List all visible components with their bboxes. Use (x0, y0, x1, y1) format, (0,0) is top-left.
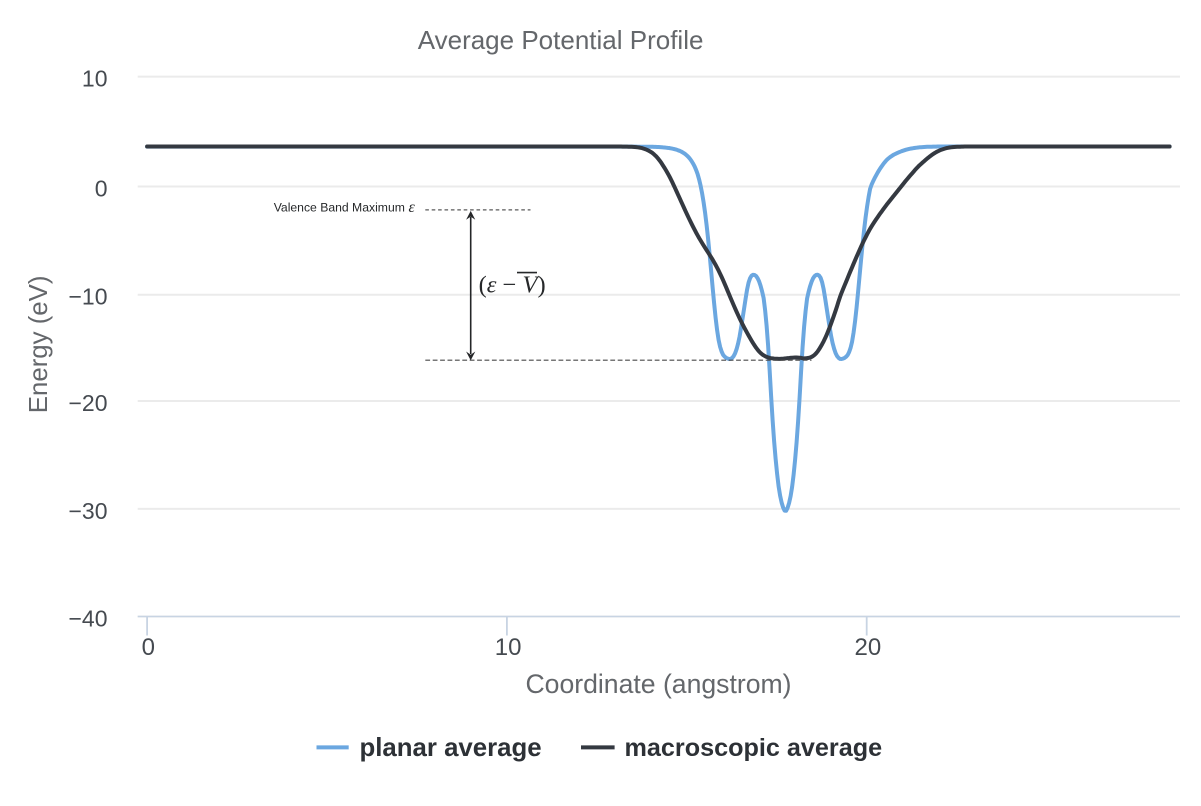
svg-text:−20: −20 (68, 390, 107, 416)
svg-text:20: 20 (855, 634, 882, 661)
svg-text:ε: ε (409, 199, 416, 216)
svg-text:10: 10 (82, 66, 108, 92)
svg-text:10: 10 (495, 634, 522, 661)
svg-text:macroscopic average: macroscopic average (625, 734, 883, 762)
svg-text:Coordinate (angstrom): Coordinate (angstrom) (525, 669, 791, 699)
svg-text:−10: −10 (68, 284, 107, 310)
svg-text:−40: −40 (68, 605, 107, 631)
svg-text:Average Potential Profile: Average Potential Profile (418, 25, 704, 55)
svg-text:0: 0 (142, 634, 155, 661)
svg-text:Valence Band Maximum: Valence Band Maximum (274, 200, 405, 214)
svg-text:0: 0 (95, 175, 108, 201)
svg-text:(ε − V): (ε − V) (479, 272, 546, 299)
svg-text:−30: −30 (68, 498, 107, 524)
svg-text:Energy (eV): Energy (eV) (25, 276, 53, 414)
svg-text:planar average: planar average (360, 734, 542, 762)
